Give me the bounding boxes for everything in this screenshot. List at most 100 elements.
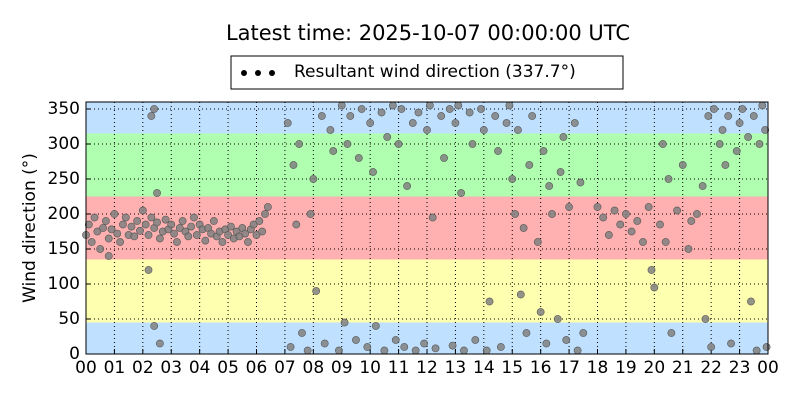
data-point [150, 322, 159, 330]
x-tick-label: 10 [359, 358, 381, 378]
data-point [457, 189, 465, 197]
x-tick-label: 06 [246, 358, 268, 378]
x-tick-label: 14 [473, 358, 495, 378]
data-point [627, 227, 636, 236]
data-point [403, 182, 412, 190]
data-point [667, 329, 676, 337]
data-point [192, 231, 201, 239]
data-point [187, 222, 196, 231]
data-point [96, 245, 105, 253]
data-point [704, 112, 713, 120]
data-point [110, 210, 119, 218]
data-point [644, 203, 653, 211]
data-point [482, 346, 491, 355]
data-point [525, 161, 534, 169]
data-point [508, 175, 517, 183]
data-point [761, 126, 770, 134]
data-point [460, 346, 468, 355]
data-point [727, 339, 735, 348]
data-point [749, 112, 758, 120]
data-point [744, 133, 753, 141]
x-tick-label: 07 [274, 358, 296, 378]
data-point [335, 346, 343, 355]
data-point [161, 215, 170, 224]
data-point [661, 238, 670, 246]
data-point [320, 339, 329, 348]
data-point [283, 119, 292, 127]
data-point [224, 231, 232, 239]
legend-marker [269, 70, 275, 76]
data-point [295, 140, 304, 148]
x-tick-label: 15 [501, 358, 523, 378]
x-tick-label: 22 [700, 358, 722, 378]
x-tick-label: 00 [75, 358, 97, 378]
data-point [724, 112, 733, 120]
y-tick-label: 300 [48, 134, 80, 154]
data-point [147, 213, 156, 222]
data-point [107, 225, 116, 234]
data-point [218, 238, 227, 246]
data-point [471, 336, 480, 344]
data-point [249, 220, 258, 229]
data-point [298, 329, 306, 337]
data-point [99, 224, 107, 232]
y-tick-label: 50 [58, 309, 80, 329]
data-point [104, 234, 113, 243]
data-point [437, 112, 446, 120]
data-point [738, 105, 747, 113]
data-point [494, 147, 502, 155]
data-point [491, 112, 500, 120]
data-point [261, 210, 269, 218]
data-point [153, 218, 161, 227]
legend-marker [255, 70, 261, 76]
data-point [144, 231, 153, 239]
x-tick-label: 09 [331, 358, 353, 378]
data-point [505, 101, 514, 110]
data-point [610, 206, 619, 215]
data-point [144, 266, 153, 274]
data-point [184, 232, 193, 241]
data-point [87, 238, 96, 246]
data-point [104, 252, 113, 260]
x-tick-label: 21 [672, 358, 694, 378]
data-point [312, 287, 321, 295]
x-tick-label: 02 [132, 358, 154, 378]
data-point [465, 108, 474, 117]
data-point [113, 229, 122, 238]
data-point [263, 203, 272, 211]
data-point [244, 238, 252, 246]
data-point [556, 168, 565, 176]
data-point [684, 245, 693, 253]
data-point [573, 346, 582, 355]
data-point [701, 315, 710, 323]
data-point [687, 217, 696, 225]
data-point [309, 175, 318, 183]
data-point [678, 161, 687, 169]
data-point [536, 308, 545, 316]
data-point [337, 101, 346, 110]
data-point [533, 238, 542, 246]
data-point [90, 213, 99, 222]
data-point [539, 147, 548, 155]
data-point [150, 105, 159, 113]
data-point [721, 161, 730, 169]
x-tick-label: 11 [388, 358, 410, 378]
data-point [599, 213, 608, 222]
data-point [352, 336, 360, 344]
x-tick-label: 20 [644, 358, 666, 378]
data-point [326, 126, 335, 134]
data-point [718, 126, 727, 134]
data-point [357, 105, 366, 113]
x-tick-label: 12 [416, 358, 438, 378]
data-point [363, 343, 372, 351]
data-point [394, 140, 403, 148]
data-point [522, 329, 531, 337]
data-point [147, 112, 156, 120]
data-point [306, 210, 315, 218]
data-point [477, 105, 485, 113]
data-point [127, 222, 136, 231]
data-point [431, 344, 440, 353]
x-tick-label: 08 [303, 358, 325, 378]
data-point [514, 126, 522, 134]
